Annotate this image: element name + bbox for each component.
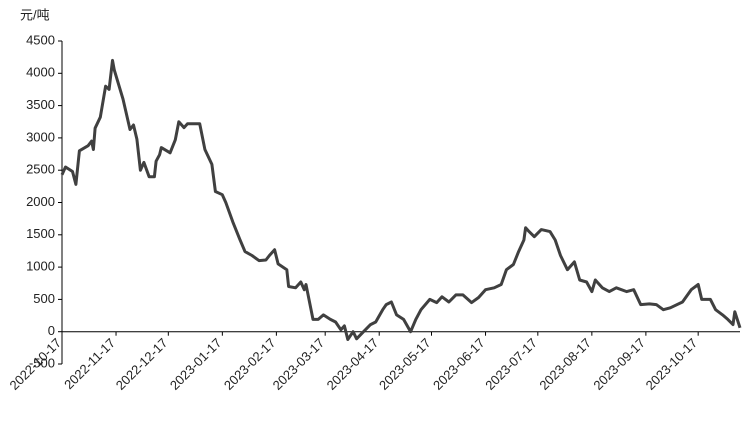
y-tick-label: 1500 bbox=[26, 226, 55, 241]
x-tick-label: 2023-09-17 bbox=[590, 335, 648, 393]
y-tick-label: 4500 bbox=[26, 32, 55, 47]
x-tick-label: 2023-08-17 bbox=[536, 335, 594, 393]
y-tick-label: 2000 bbox=[26, 194, 55, 209]
x-tick-label: 2023-01-17 bbox=[167, 335, 225, 393]
y-tick-label: -500 bbox=[29, 355, 55, 370]
x-tick-label: 2023-06-17 bbox=[430, 335, 488, 393]
y-tick-label: 3000 bbox=[26, 129, 55, 144]
unit-label: 元/吨 bbox=[20, 7, 50, 22]
x-tick-label: 2023-07-17 bbox=[482, 335, 540, 393]
y-tick-label: 4000 bbox=[26, 65, 55, 80]
x-tick-label: 2022-10-17 bbox=[6, 335, 64, 393]
x-tick-label: 2023-10-17 bbox=[643, 335, 701, 393]
x-tick-label: 2023-05-17 bbox=[376, 335, 434, 393]
price-line bbox=[60, 58, 742, 341]
x-tick-label: 2023-04-17 bbox=[324, 335, 382, 393]
x-tick-label: 2023-03-17 bbox=[270, 335, 328, 393]
y-tick-label: 500 bbox=[33, 291, 55, 306]
y-tick-label: 1000 bbox=[26, 259, 55, 274]
x-tick-label: 2022-12-17 bbox=[113, 335, 171, 393]
y-tick-label: 0 bbox=[48, 323, 55, 338]
x-tick-label: 2023-02-17 bbox=[221, 335, 279, 393]
x-tick-label: 2022-11-17 bbox=[61, 335, 118, 392]
y-tick-label: 2500 bbox=[26, 162, 55, 177]
y-tick-label: 3500 bbox=[26, 97, 55, 112]
